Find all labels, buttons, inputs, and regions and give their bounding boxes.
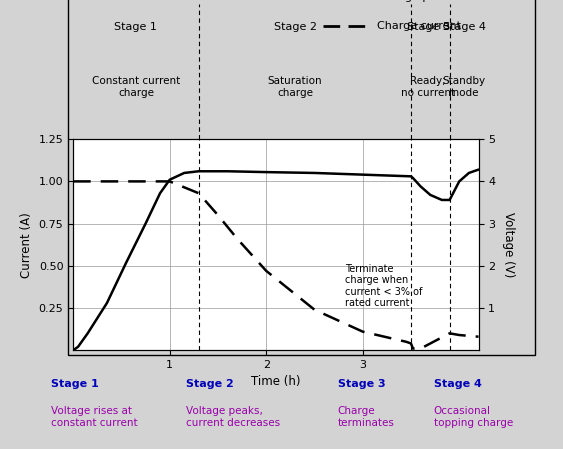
Text: Stage 3: Stage 3 (338, 379, 386, 389)
Y-axis label: Current (A): Current (A) (20, 212, 33, 277)
Text: Charge
terminates: Charge terminates (338, 406, 395, 428)
Text: Stage 2: Stage 2 (186, 379, 234, 389)
Text: Saturation
charge: Saturation charge (268, 76, 323, 98)
X-axis label: Time (h): Time (h) (251, 375, 301, 388)
Y-axis label: Voltage (V): Voltage (V) (502, 212, 515, 277)
Text: Occasional
topping charge: Occasional topping charge (434, 406, 513, 428)
Text: Ready;
no current: Ready; no current (401, 76, 455, 98)
Text: Stage 4: Stage 4 (443, 22, 485, 32)
Text: Stage 1: Stage 1 (51, 379, 99, 389)
Text: Terminate
charge when
current < 3% of
rated current: Terminate charge when current < 3% of ra… (345, 264, 423, 308)
Text: Voltage peaks,
current decreases: Voltage peaks, current decreases (186, 406, 280, 428)
Text: Voltage per cell: Voltage per cell (377, 0, 463, 2)
Text: Stage 3: Stage 3 (407, 22, 450, 32)
Text: Voltage rises at
constant current: Voltage rises at constant current (51, 406, 137, 428)
Text: Stage 1: Stage 1 (114, 22, 158, 32)
Text: Constant current
charge: Constant current charge (92, 76, 180, 98)
Text: Stage 2: Stage 2 (274, 22, 316, 32)
Text: Standby
mode: Standby mode (443, 76, 486, 98)
Text: Stage 4: Stage 4 (434, 379, 481, 389)
Text: Charge current: Charge current (377, 21, 461, 31)
